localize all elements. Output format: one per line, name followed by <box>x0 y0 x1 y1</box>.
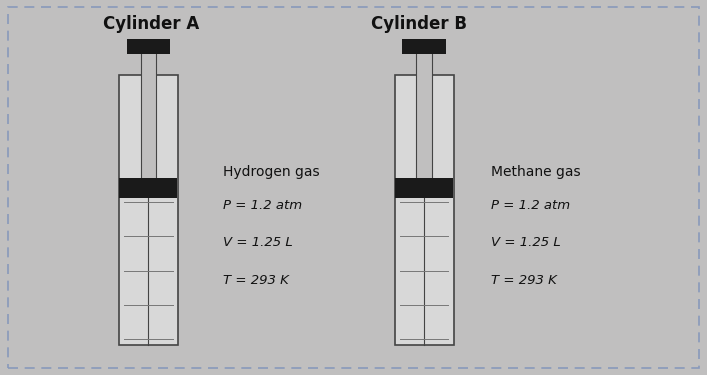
Bar <box>127 39 170 54</box>
Text: Hydrogen gas: Hydrogen gas <box>223 165 320 179</box>
Text: P = 1.2 atm: P = 1.2 atm <box>223 199 302 212</box>
Text: V = 1.25 L: V = 1.25 L <box>223 236 293 249</box>
Text: Cylinder A: Cylinder A <box>103 15 199 33</box>
Bar <box>395 75 454 345</box>
Text: V = 1.25 L: V = 1.25 L <box>491 236 561 249</box>
Text: Cylinder B: Cylinder B <box>371 15 467 33</box>
Text: Methane gas: Methane gas <box>491 165 581 179</box>
Bar <box>402 39 446 54</box>
Text: T = 293 K: T = 293 K <box>491 274 557 287</box>
Text: T = 293 K: T = 293 K <box>223 274 288 287</box>
Text: P = 1.2 atm: P = 1.2 atm <box>491 199 571 212</box>
Bar <box>416 54 432 178</box>
Bar <box>141 54 156 178</box>
Bar <box>119 75 178 345</box>
Bar <box>119 178 177 198</box>
Bar <box>395 178 453 198</box>
